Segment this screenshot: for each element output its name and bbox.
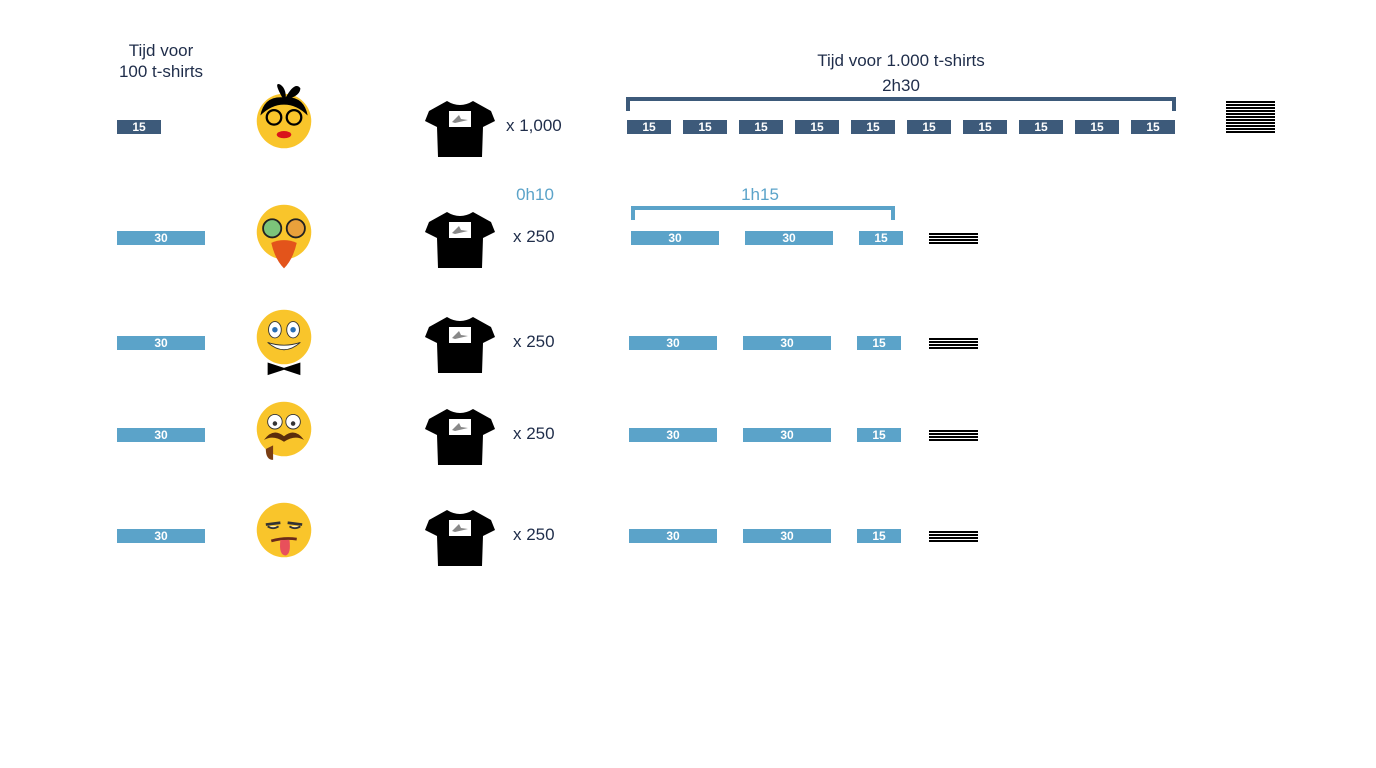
header-left-line1: Tijd voor bbox=[128, 41, 194, 60]
header-left: Tijd voor 100 t-shirts bbox=[101, 40, 221, 82]
time-block: 15 bbox=[963, 120, 1007, 134]
unit-time-bar: 30 bbox=[117, 428, 205, 442]
unit-time-bar: 30 bbox=[117, 529, 205, 543]
quantity-label: x 250 bbox=[513, 227, 555, 246]
quantity-label: x 250 bbox=[513, 525, 555, 544]
emoji-grinning-bowtie-emoji bbox=[251, 297, 317, 382]
time-block: 15 bbox=[1075, 120, 1119, 134]
quantity-label: x 250 bbox=[513, 332, 555, 351]
quantity-label: x 1,000 bbox=[506, 116, 562, 135]
time-block: 15 bbox=[859, 231, 903, 245]
time-block: 15 bbox=[1019, 120, 1063, 134]
tshirt-icon bbox=[425, 210, 495, 275]
tshirt-icon bbox=[425, 99, 495, 164]
quantity-label: x 250 bbox=[513, 424, 555, 443]
tshirt-stack-icon bbox=[1226, 101, 1275, 134]
header-right-title: Tijd voor 1.000 t-shirts bbox=[817, 51, 985, 70]
unit-time-bar: 30 bbox=[117, 231, 205, 245]
emoji-tongue-out-emoji bbox=[251, 490, 317, 575]
tshirt-stack-icon bbox=[929, 531, 978, 543]
tshirt-icon bbox=[425, 508, 495, 573]
time-block: 30 bbox=[743, 336, 831, 350]
time-block: 15 bbox=[857, 428, 901, 442]
time-block: 15 bbox=[683, 120, 727, 134]
time-block: 30 bbox=[743, 428, 831, 442]
tshirt-icon bbox=[425, 315, 495, 380]
tshirt-stack-icon bbox=[929, 338, 978, 350]
setup-time-label: 0h10 bbox=[516, 185, 554, 204]
bracket-1h15 bbox=[631, 206, 895, 220]
time-block: 15 bbox=[907, 120, 951, 134]
tshirt-stack-icon bbox=[929, 233, 978, 245]
time-block: 30 bbox=[631, 231, 719, 245]
emoji-bearded-hipster-glasses-emoji bbox=[251, 192, 317, 277]
emoji-woman-with-bow-and-glasses-emoji bbox=[251, 81, 317, 166]
time-block: 15 bbox=[627, 120, 671, 134]
total-time-bracket bbox=[626, 97, 1176, 111]
unit-time-bar: 30 bbox=[117, 336, 205, 350]
time-block: 30 bbox=[629, 428, 717, 442]
time-block: 30 bbox=[743, 529, 831, 543]
tshirt-stack-icon bbox=[929, 430, 978, 442]
time-block: 30 bbox=[745, 231, 833, 245]
time-block: 15 bbox=[851, 120, 895, 134]
tshirt-icon bbox=[425, 407, 495, 472]
time-block: 15 bbox=[1131, 120, 1175, 134]
unit-time-bar: 15 bbox=[117, 120, 161, 134]
time-block: 30 bbox=[629, 529, 717, 543]
time-block: 15 bbox=[739, 120, 783, 134]
time-block: 15 bbox=[857, 336, 901, 350]
time-block: 15 bbox=[857, 529, 901, 543]
bracket-total-label: 1h15 bbox=[741, 185, 779, 204]
emoji-mustache-pipe-emoji bbox=[251, 389, 317, 474]
total-time-label: 2h30 bbox=[882, 76, 920, 95]
time-block: 30 bbox=[629, 336, 717, 350]
header-left-line2: 100 t-shirts bbox=[118, 62, 204, 81]
time-block: 15 bbox=[795, 120, 839, 134]
